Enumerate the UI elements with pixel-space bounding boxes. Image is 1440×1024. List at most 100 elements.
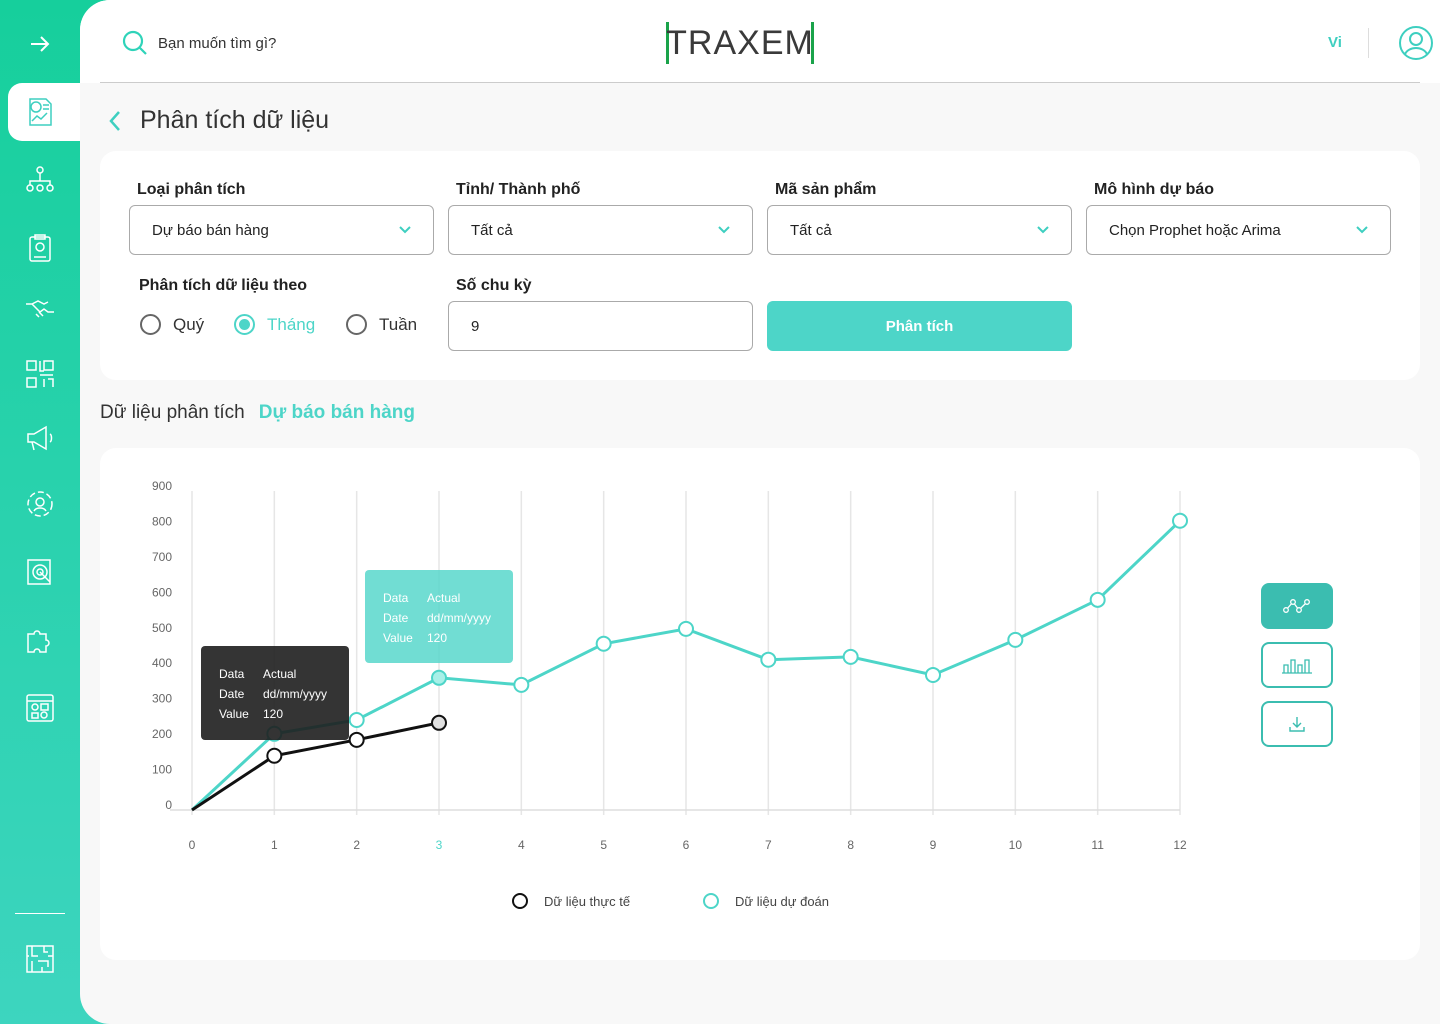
data-point <box>1089 591 1106 608</box>
puzzle-icon[interactable] <box>22 620 58 656</box>
y-tick-label: 600 <box>152 585 172 599</box>
y-tick-label: 800 <box>152 514 172 528</box>
header-background <box>80 0 1440 83</box>
handshake-icon[interactable] <box>22 292 58 328</box>
legend-actual[interactable]: Dữ liệu thực tế <box>512 893 630 909</box>
expand-arrow-icon[interactable] <box>22 26 58 62</box>
radio-circle <box>346 314 367 335</box>
page-header: Phân tích dữ liệu <box>108 106 329 135</box>
chevron-down-icon <box>1356 226 1368 234</box>
user-avatar-icon[interactable] <box>1398 25 1434 66</box>
y-tick-label: 100 <box>152 763 172 777</box>
bar-chart-button[interactable] <box>1261 642 1333 688</box>
city-select[interactable]: Tất cả <box>448 205 753 255</box>
section-header: Dữ liệu phân tích Dự báo bán hàng <box>100 402 415 424</box>
search-bar[interactable]: Bạn muốn tìm gì? <box>122 30 276 56</box>
product-code-label: Mã sản phẩm <box>775 181 877 198</box>
periods-input[interactable]: 9 <box>448 301 753 351</box>
data-point <box>348 731 365 748</box>
filter-panel: Loại phân tích Tỉnh/ Thành phố Mã sản ph… <box>100 151 1420 380</box>
legend-label: Dữ liệu dự đoán <box>735 893 830 909</box>
x-tick-label: 8 <box>847 838 854 852</box>
x-tick-label: 5 <box>600 838 607 852</box>
maze-icon[interactable] <box>22 941 58 977</box>
bar-chart-icon <box>1282 659 1312 674</box>
tooltip-forecast: Data Actual Date dd/mm/yyyy Value 120 <box>365 570 513 663</box>
x-tick-label: 10 <box>1009 838 1023 852</box>
data-point <box>1007 631 1024 648</box>
data-point <box>842 648 859 665</box>
section-subtitle: Dự báo bán hàng <box>258 402 416 423</box>
data-point <box>678 620 694 637</box>
model-label: Mô hình dự báo <box>1094 181 1215 198</box>
data-analysis-icon[interactable] <box>22 94 58 130</box>
radio-week[interactable]: Tuần <box>346 314 417 335</box>
data-point <box>595 635 612 652</box>
radio-circle <box>140 314 161 335</box>
x-tick-label: 9 <box>930 838 937 852</box>
periods-label: Số chu kỳ <box>456 277 532 294</box>
sidebar-divider <box>15 913 65 914</box>
data-point <box>760 651 777 668</box>
x-tick-label: 6 <box>683 838 690 852</box>
y-tick-label: 900 <box>152 479 172 493</box>
radio-label: Tuần <box>379 314 418 334</box>
qr-code-icon[interactable] <box>22 356 58 392</box>
sidebar <box>0 0 80 1024</box>
header: Bạn muốn tìm gì? TRAXEM Vi <box>100 0 1433 83</box>
legend-marker-forecast <box>703 893 719 909</box>
radio-label: Quý <box>173 314 205 334</box>
chevron-down-icon <box>718 226 730 234</box>
dashboard-icon[interactable] <box>22 690 58 726</box>
download-button[interactable] <box>1261 701 1333 747</box>
legend-forecast[interactable]: Dữ liệu dự đoán <box>703 893 829 909</box>
y-tick-label: 0 <box>165 798 172 812</box>
radio-label: Tháng <box>267 314 316 334</box>
x-tick-label: 0 <box>189 838 196 852</box>
data-point <box>348 711 365 728</box>
clipboard-icon[interactable] <box>22 230 58 266</box>
y-tick-label: 200 <box>152 727 172 741</box>
logo-text: TRAXEM <box>666 23 814 62</box>
y-tick-label: 700 <box>152 550 172 564</box>
back-chevron-icon[interactable] <box>108 110 122 132</box>
x-tick-label: 12 <box>1173 838 1187 852</box>
data-point <box>925 666 941 683</box>
sidebar-item-data-analysis[interactable] <box>8 83 80 141</box>
target-report-icon[interactable] <box>22 554 58 590</box>
analyze-button[interactable]: Phân tích <box>767 301 1072 351</box>
analysis-type-select[interactable]: Dự báo bán hàng <box>129 205 434 255</box>
legend-marker-actual <box>512 893 528 909</box>
radio-quarter[interactable]: Quý <box>140 314 204 335</box>
download-icon <box>1289 717 1305 732</box>
data-point <box>1172 512 1188 529</box>
model-select[interactable]: Chọn Prophet hoặc Arima <box>1086 205 1391 255</box>
period-by-label: Phân tích dữ liệu theo <box>139 277 308 294</box>
line-chart-button[interactable] <box>1261 583 1333 629</box>
radio-month[interactable]: Tháng <box>234 314 315 335</box>
chevron-down-icon <box>1037 226 1049 234</box>
chevron-down-icon <box>399 226 411 234</box>
language-switch[interactable]: Vi <box>1328 34 1342 51</box>
periods-value: 9 <box>471 317 480 335</box>
settings-cycle-icon[interactable] <box>22 486 58 522</box>
search-icon <box>122 30 147 55</box>
x-tick-label: 2 <box>353 838 360 852</box>
data-point <box>431 669 447 686</box>
megaphone-icon[interactable] <box>22 420 58 456</box>
data-point <box>513 676 530 693</box>
section-title: Dữ liệu phân tích <box>100 402 245 423</box>
logo: TRAXEM <box>666 22 814 64</box>
data-point <box>431 714 447 731</box>
line-chart: 0 1 2 3 4 5 6 7 8 9 10 11 12010020030040050060070080… <box>152 479 1188 852</box>
tooltip-actual: Data Actual Date dd/mm/yyyy Value 120 <box>201 646 349 740</box>
x-tick-label: 11 <box>1091 838 1104 852</box>
header-divider <box>1368 28 1369 58</box>
product-code-select[interactable]: Tất cả <box>767 205 1072 255</box>
product-code-value: Tất cả <box>790 221 832 239</box>
x-tick-label: 3 <box>436 838 443 852</box>
data-point <box>266 747 283 764</box>
search-input[interactable]: Bạn muốn tìm gì? <box>158 34 277 52</box>
organization-icon[interactable] <box>22 162 58 198</box>
x-tick-label: 1 <box>271 838 278 852</box>
